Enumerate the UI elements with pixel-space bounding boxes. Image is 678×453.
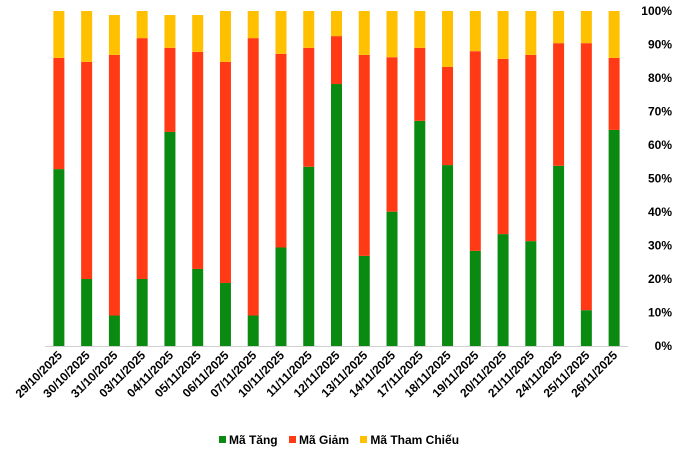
legend-item-tham-chieu: Mã Tham Chiếu	[360, 433, 459, 447]
bar-tang	[497, 234, 509, 346]
bar-tang	[525, 241, 537, 346]
bar-giam	[303, 47, 315, 167]
bar-giam	[497, 58, 509, 235]
bar-giam	[331, 36, 342, 85]
bar-tang	[303, 166, 315, 346]
bar-tham-chieu	[608, 11, 620, 58]
bar-tham-chieu	[219, 11, 231, 62]
legend-swatch-tang	[218, 436, 226, 443]
legend-label: Mã Tăng	[228, 433, 278, 447]
bar-tang	[192, 268, 204, 346]
bar-tham-chieu	[386, 11, 398, 58]
legend-swatch-giam	[288, 436, 296, 443]
legend-label: Mã Tham Chiếu	[370, 433, 460, 447]
bar-giam	[192, 51, 204, 269]
bar-tang	[608, 129, 620, 346]
bar-tang	[580, 310, 592, 346]
bar-giam	[553, 43, 565, 166]
bar-giam	[275, 53, 287, 248]
bar-tang	[81, 279, 93, 346]
bar-tham-chieu	[553, 11, 565, 44]
bar-tham-chieu	[53, 11, 65, 58]
bar-giam	[108, 54, 120, 316]
bar-tang	[358, 255, 370, 346]
bar-tham-chieu	[192, 15, 204, 52]
y-tick-label: 40%	[648, 205, 672, 219]
y-tick-label: 70%	[648, 105, 672, 119]
bar-tham-chieu	[358, 11, 370, 55]
bar-tham-chieu	[580, 11, 592, 44]
bar-tang	[136, 279, 148, 346]
bar-giam	[608, 57, 620, 130]
bar-tang	[469, 250, 481, 346]
bar-giam	[525, 54, 537, 242]
bar-tang	[275, 247, 287, 346]
bar-giam	[358, 54, 370, 256]
bar-tham-chieu	[136, 11, 148, 39]
legend-item-tang: Mã Tăng	[218, 433, 278, 447]
legend-item-giam: Mã Giảm	[288, 433, 349, 447]
bar-tang	[247, 315, 259, 346]
plot-area: 29/10/202530/10/202531/10/202503/11/2025…	[13, 4, 673, 401]
bar-tang	[386, 211, 398, 346]
bar-tham-chieu	[108, 15, 120, 55]
bar-giam	[219, 61, 231, 284]
bar-tang	[108, 315, 120, 346]
bar-giam	[414, 47, 426, 121]
bar-giam	[386, 57, 398, 212]
bar-giam	[469, 51, 481, 251]
bar-giam	[580, 43, 592, 311]
y-tick-label: 20%	[648, 272, 672, 286]
y-tick-label: 0%	[655, 339, 673, 353]
bar-giam	[442, 66, 454, 166]
bar-tham-chieu	[275, 11, 287, 54]
bar-tham-chieu	[81, 11, 93, 62]
bar-tham-chieu	[442, 11, 454, 67]
bar-tham-chieu	[414, 11, 426, 48]
bar-tang	[53, 169, 65, 346]
bar-giam	[81, 61, 93, 279]
y-tick-label: 80%	[648, 71, 672, 85]
bar-tham-chieu	[303, 11, 315, 48]
y-tick-label: 10%	[648, 306, 672, 320]
bar-giam	[136, 38, 148, 280]
bar-tham-chieu	[331, 11, 342, 37]
bar-tang	[219, 283, 231, 346]
bar-tham-chieu	[497, 11, 509, 59]
bar-giam	[53, 57, 65, 170]
y-tick-label: 30%	[648, 239, 672, 253]
y-tick-label: 90%	[648, 38, 672, 52]
bar-tham-chieu	[469, 11, 481, 52]
bar-tang	[553, 165, 565, 346]
bar-tang	[331, 84, 342, 346]
legend-swatch-tham-chieu	[360, 436, 368, 443]
legend-label: Mã Giảm	[298, 433, 349, 447]
y-tick-label: 100%	[641, 4, 672, 18]
bar-tham-chieu	[525, 11, 537, 55]
bar-tham-chieu	[164, 15, 176, 48]
bar-tang	[414, 120, 426, 346]
bar-tang	[442, 165, 454, 346]
y-tick-label: 50%	[648, 172, 672, 186]
bar-giam	[164, 47, 176, 132]
bar-giam	[247, 38, 259, 316]
legend: Mã Tăng Mã Giảm Mã Tham Chiếu	[0, 433, 678, 447]
bar-tham-chieu	[247, 11, 259, 39]
y-tick-label: 60%	[648, 138, 672, 152]
bar-tang	[164, 131, 176, 346]
